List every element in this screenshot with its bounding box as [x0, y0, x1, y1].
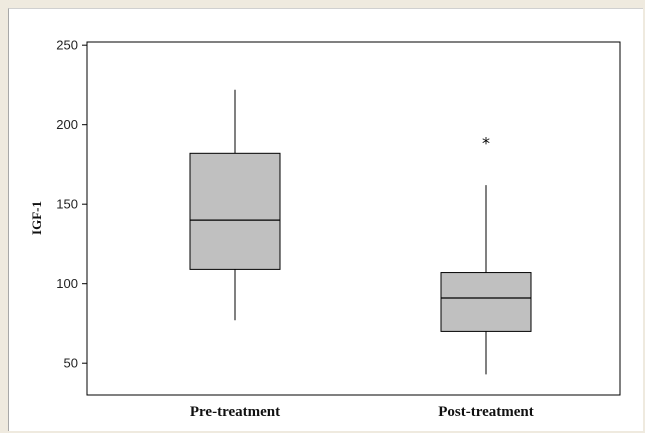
y-axis-title: IGF-1: [29, 201, 44, 235]
y-tick-label: 100: [56, 276, 78, 291]
plot-area: [86, 41, 621, 396]
y-tick-label: 200: [56, 117, 78, 132]
y-tick-label: 150: [56, 197, 78, 212]
outlier-marker: *: [482, 134, 490, 153]
x-axis-categories: Pre-treatment Post-treatment: [190, 404, 534, 420]
y-tick-label: 250: [56, 38, 78, 53]
iqr-box: [440, 272, 532, 332]
y-tick-label: 50: [64, 356, 78, 371]
x-category-label: Post-treatment: [438, 404, 534, 420]
boxes: *: [189, 89, 532, 375]
iqr-box: [189, 152, 281, 270]
box-post-treatment: *: [440, 134, 532, 375]
x-category-label: Pre-treatment: [190, 404, 280, 420]
y-axis: 50 100 150 200 250: [56, 38, 87, 371]
box-pre-treatment: [189, 89, 281, 321]
